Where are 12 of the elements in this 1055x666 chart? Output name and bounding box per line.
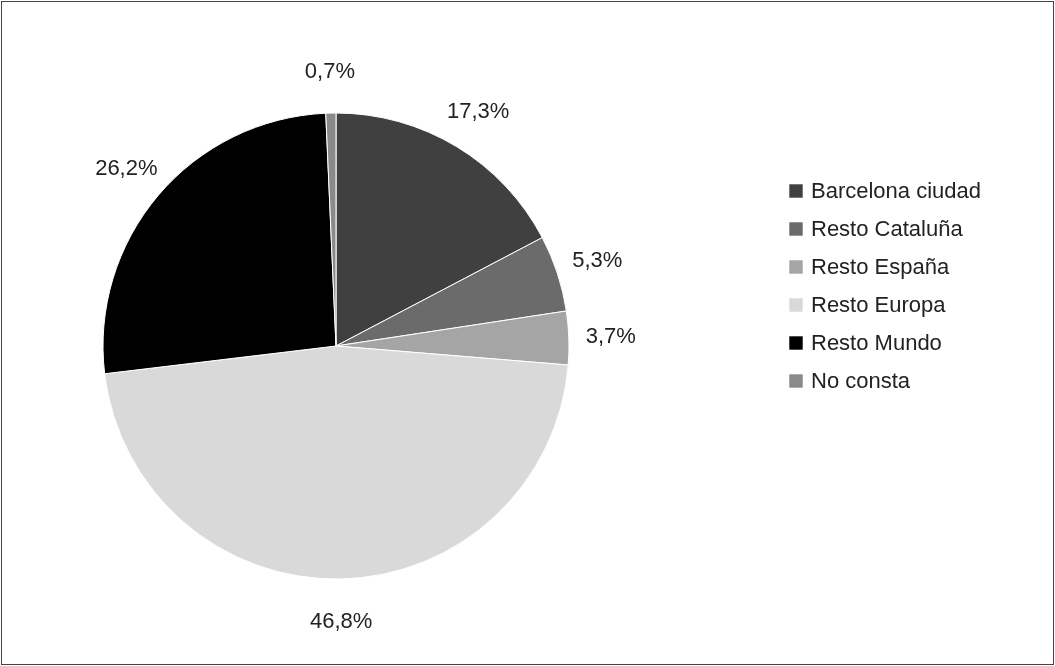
legend-label: Barcelona ciudad (811, 178, 982, 203)
data-label: 17,3% (447, 97, 510, 123)
legend-label: Resto Mundo (811, 330, 942, 355)
data-label: 5,3% (572, 247, 623, 273)
legend-label: Resto Cataluña (811, 216, 964, 241)
data-label: 46,8% (309, 607, 373, 633)
data-label: 0,7% (304, 58, 356, 84)
legend-label: No consta (811, 368, 911, 393)
data-label: 3,7% (585, 323, 636, 349)
legend-label: Resto Europa (811, 292, 947, 317)
data-label: 26,2% (95, 155, 158, 181)
legend-label: Resto España (811, 254, 950, 279)
